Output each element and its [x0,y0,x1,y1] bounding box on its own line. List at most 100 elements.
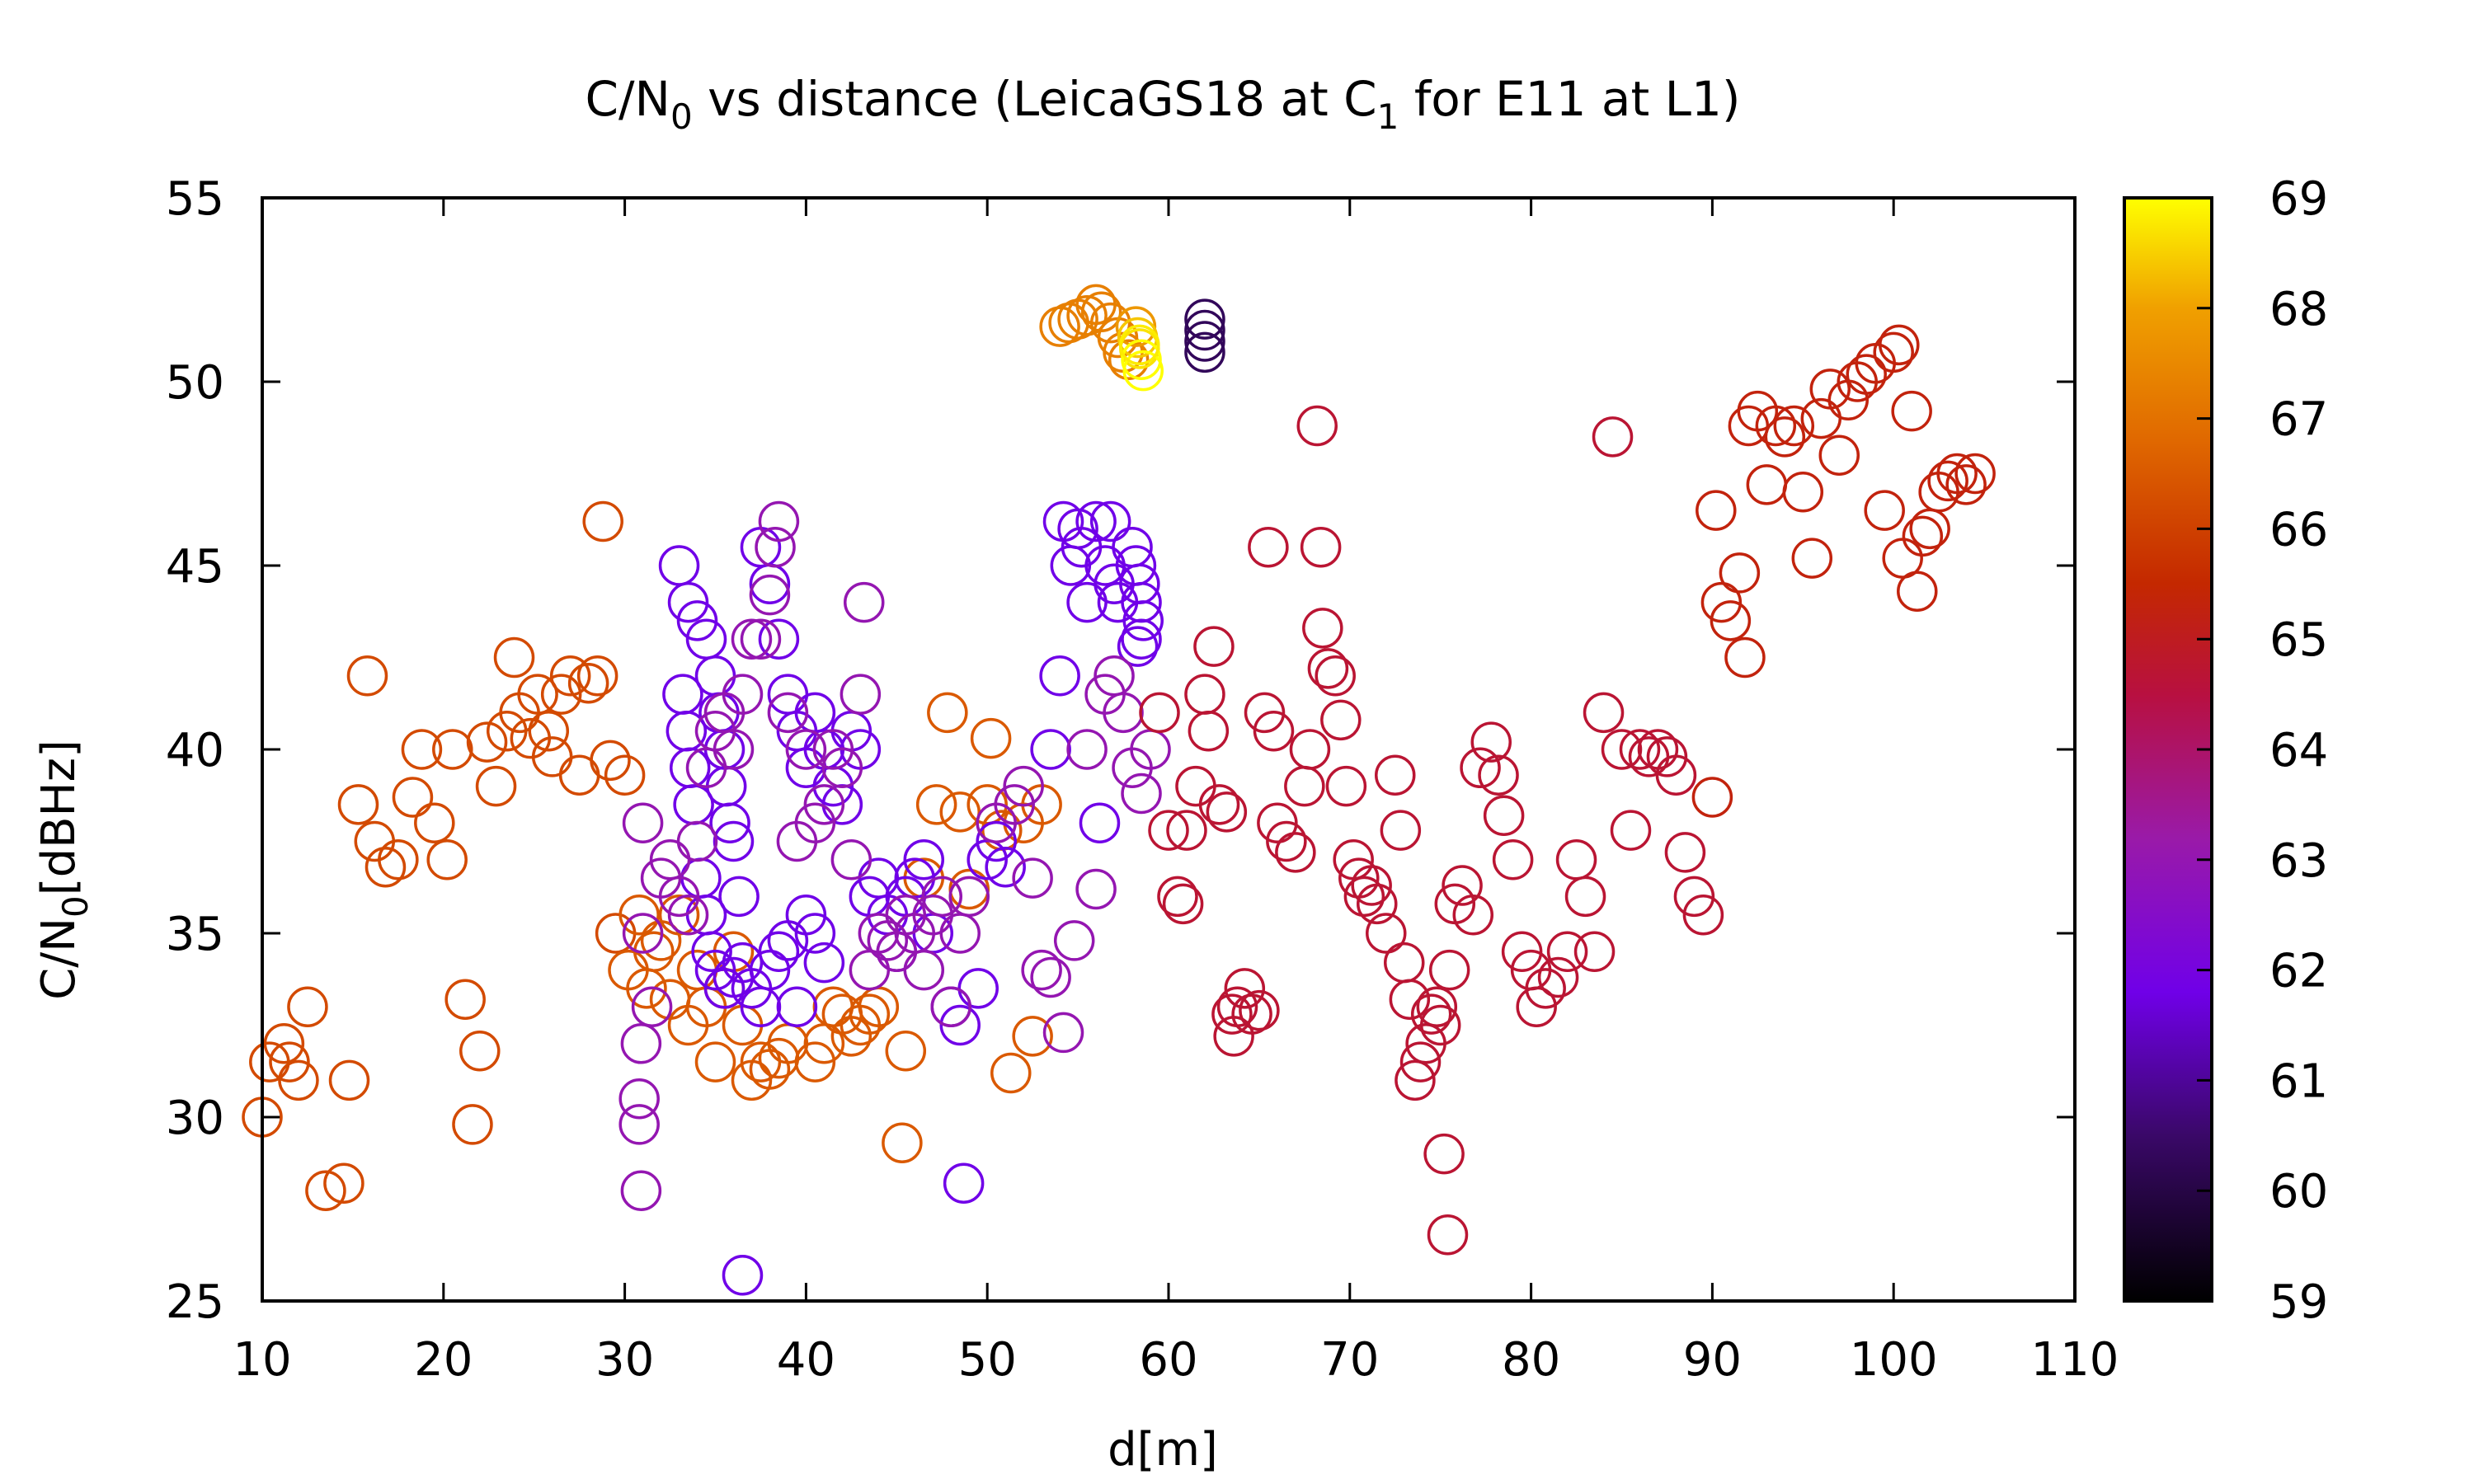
data-point [785,894,827,936]
data-point [1357,883,1398,925]
data-point [740,618,782,660]
data-point [1117,626,1159,667]
data-point [1423,1133,1465,1175]
data-point [622,913,664,954]
data-point [401,729,443,770]
data-point [493,636,535,679]
data-point [1030,956,1071,998]
data-point [669,747,711,789]
data-point [1198,784,1240,825]
colorbar-tick-label: 69 [2269,172,2328,226]
data-point [990,1052,1032,1094]
data-point [1516,986,1557,1027]
data-point [1478,754,1519,796]
data-point [278,1059,319,1101]
data-point [1211,993,1253,1035]
data-point [1773,405,1815,447]
data-point [994,784,1035,825]
data-point [466,721,508,763]
data-point [885,894,927,936]
data-point [691,931,732,973]
colorbar-tick-label: 65 [2269,613,2328,667]
data-point [631,986,673,1027]
data-point [1012,857,1053,899]
data-point [1646,736,1688,777]
colorbar-tick-label: 66 [2269,503,2328,556]
data-point [1257,802,1298,843]
data-point [948,876,990,918]
data-point [432,729,473,770]
data-point [1351,865,1392,906]
x-tick-label: 110 [2031,1333,2119,1387]
data-point [776,986,818,1027]
x-tick-label: 50 [958,1333,1017,1387]
data-point [749,574,791,616]
data-point [1315,655,1356,697]
data-point [709,802,750,843]
data-point [337,784,379,825]
data-point [475,765,517,807]
x-tick-label: 20 [414,1333,473,1387]
data-point [1157,876,1198,918]
data-point [812,729,854,770]
data-point [758,500,800,542]
data-point [976,820,1017,862]
colorbar-ticks: 59 60 61 62 63 64 65 66 67 68 69 [2197,172,2328,1329]
data-point [794,1041,836,1082]
data-point [618,1104,660,1145]
data-point [662,674,703,715]
data-point [843,581,885,623]
data-point [927,692,968,734]
data-point [713,820,755,862]
data-point [1253,710,1295,752]
data-points [242,284,1996,1296]
x-tick-label: 100 [1850,1333,1938,1387]
data-point [1746,464,1788,505]
data-point [1724,636,1766,679]
data-point [1224,968,1266,1009]
data-point [1691,777,1733,818]
data-point [305,1170,346,1211]
data-point [1610,810,1652,851]
x-tick-label: 60 [1139,1333,1197,1387]
data-point [749,563,791,605]
data-point [1945,464,1987,505]
y-tick-label: 40 [166,724,224,777]
data-point [1119,324,1160,366]
data-point [840,674,882,715]
data-point [1873,331,1914,373]
data-point [939,1004,981,1046]
data-point [1039,655,1080,697]
y-tick-label: 50 [166,356,224,410]
data-point [1664,832,1706,873]
data-point [1909,508,1950,550]
data-point [882,1122,923,1163]
data-point [849,993,891,1035]
data-point [618,1078,660,1120]
data-point [1389,979,1431,1021]
data-point [618,894,660,936]
data-point [1206,791,1248,833]
data-point [378,839,419,881]
data-point [718,876,760,918]
x-tick-label: 70 [1320,1333,1379,1387]
data-point [1121,773,1162,815]
data-point [1428,949,1470,991]
data-point [1383,942,1425,984]
data-point [1470,721,1512,763]
data-point [667,581,709,623]
data-point [517,674,558,715]
data-point [1419,1004,1461,1046]
data-point [1583,692,1625,734]
data-point [328,1059,370,1101]
data-point [1719,552,1761,594]
data-point [1121,618,1162,660]
x-tick-label: 80 [1502,1333,1560,1387]
data-point [567,662,609,704]
data-point [731,618,773,660]
plot-frame [261,196,2077,1303]
data-point [1066,729,1108,770]
data-point [1302,608,1343,649]
data-point [948,868,990,910]
